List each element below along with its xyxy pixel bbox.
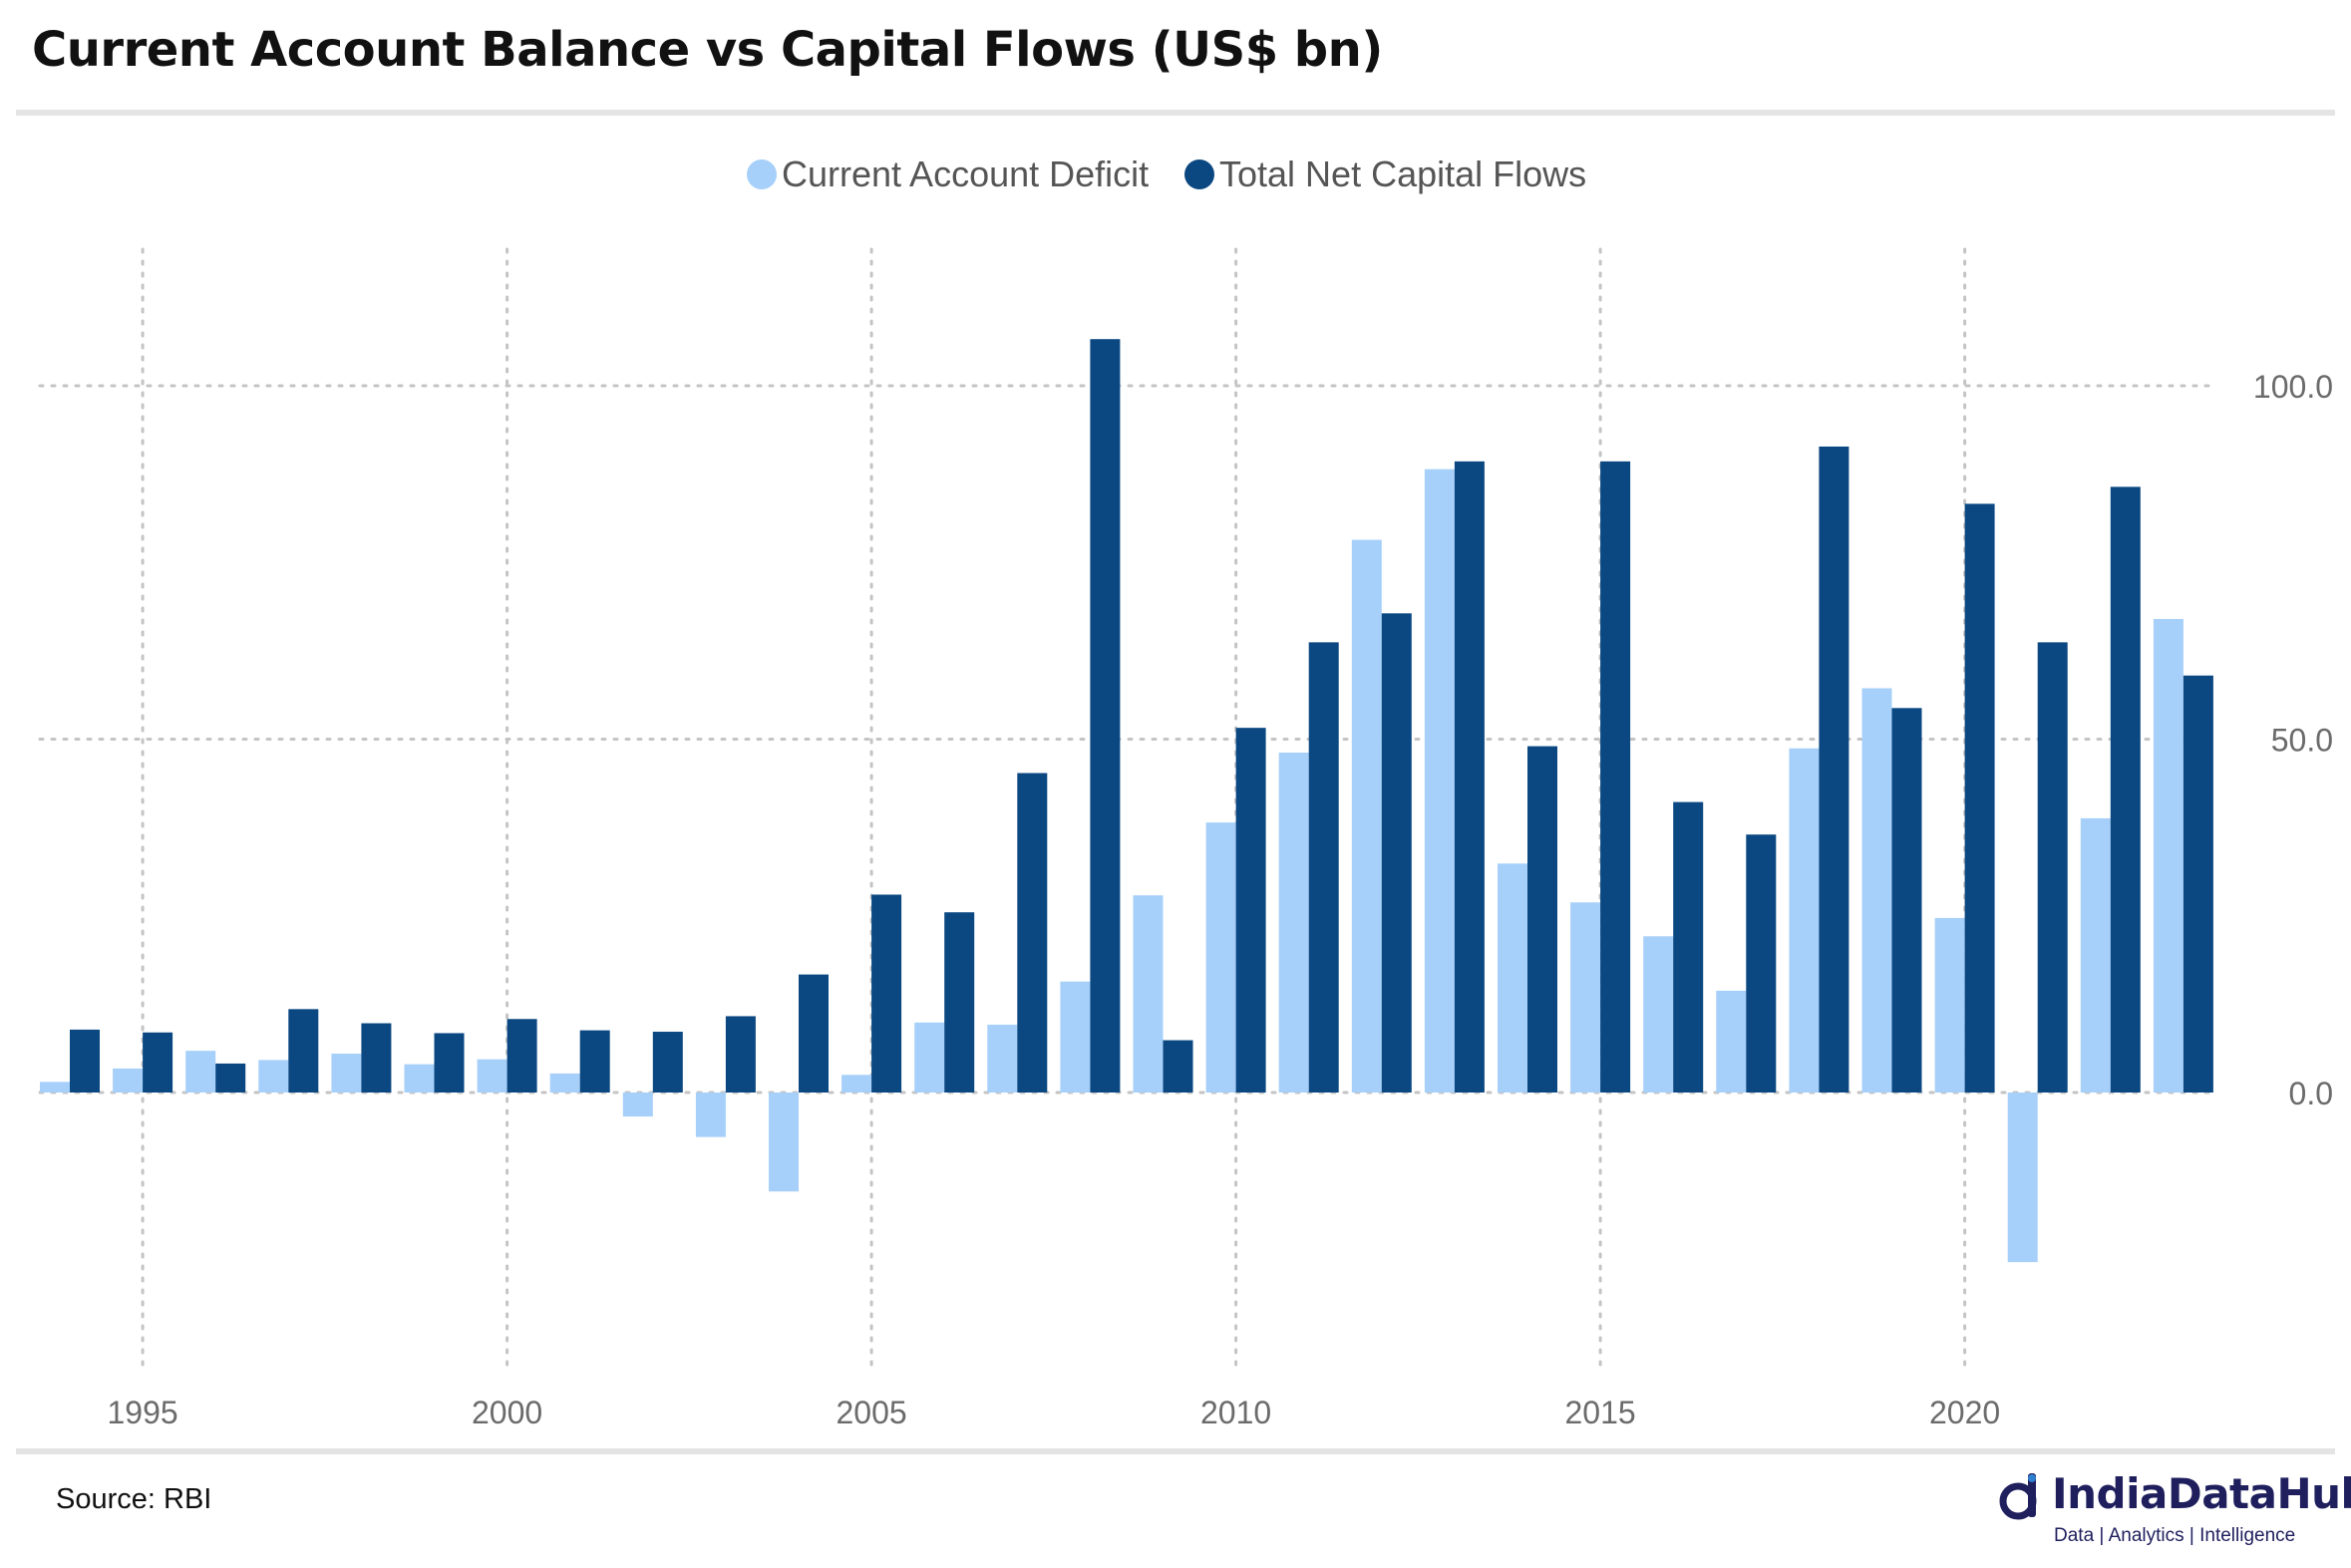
bar-current-account-deficit	[185, 1051, 216, 1093]
bar-total-net-capital-flows	[143, 1032, 173, 1093]
bar-total-net-capital-flows	[1163, 1040, 1193, 1093]
bar-current-account-deficit	[1205, 822, 1236, 1093]
axis-layer: 0.0 50.0 100.0 1995 2000 2005 2010 2015 2020	[108, 369, 2333, 1430]
bottom-divider	[16, 1448, 2335, 1454]
bar-total-net-capital-flows	[288, 1009, 319, 1093]
brand-tagline: Data | Analytics | Intelligence	[2054, 1525, 2296, 1546]
legend-marker-current-account-deficit	[747, 159, 777, 189]
bar-current-account-deficit	[1498, 863, 1527, 1093]
bar-current-account-deficit	[769, 1093, 799, 1192]
legend: Current Account Deficit Total Net Capital…	[747, 154, 1586, 194]
bar-total-net-capital-flows	[1891, 708, 1922, 1093]
y-tick-label: 100.0	[2253, 369, 2333, 405]
bar-total-net-capital-flows	[506, 1019, 537, 1093]
bar-total-net-capital-flows	[2037, 642, 2068, 1093]
x-tick-label: 2015	[1565, 1395, 1636, 1430]
bar-current-account-deficit	[331, 1054, 362, 1093]
bar-current-account-deficit	[477, 1059, 507, 1093]
bar-current-account-deficit	[914, 1022, 945, 1093]
bar-current-account-deficit	[549, 1073, 580, 1093]
bar-total-net-capital-flows	[2110, 486, 2141, 1094]
bar-total-net-capital-flows	[1235, 728, 1266, 1093]
x-tick-label: 1995	[108, 1395, 178, 1430]
bar-current-account-deficit	[1716, 990, 1747, 1093]
bar-total-net-capital-flows	[2183, 675, 2213, 1093]
bar-current-account-deficit	[1060, 981, 1091, 1093]
bar-current-account-deficit	[404, 1064, 435, 1093]
bar-total-net-capital-flows	[1600, 461, 1631, 1093]
bar-current-account-deficit	[2080, 817, 2111, 1093]
bar-current-account-deficit	[2153, 618, 2183, 1093]
bar-total-net-capital-flows	[1746, 834, 1777, 1093]
bar-total-net-capital-flows	[1308, 642, 1339, 1093]
bar-total-net-capital-flows	[1527, 746, 1557, 1093]
bar-total-net-capital-flows	[1819, 446, 1849, 1093]
x-tick-label: 2005	[837, 1395, 907, 1430]
chart-title: Current Account Balance vs Capital Flows…	[32, 22, 1383, 78]
bar-total-net-capital-flows	[871, 894, 902, 1093]
bar-chart: 0.0 50.0 100.0 1995 2000 2005 2010 2015 2020 Cur…	[38, 154, 2333, 1430]
bar-current-account-deficit	[113, 1068, 144, 1093]
bar-total-net-capital-flows	[1090, 339, 1121, 1093]
bar-current-account-deficit	[1789, 748, 1820, 1093]
bar-current-account-deficit	[1351, 539, 1382, 1093]
bar-current-account-deficit	[622, 1093, 653, 1117]
legend-label-total-net-capital-flows: Total Net Capital Flows	[1219, 154, 1586, 194]
legend-marker-total-net-capital-flows	[1184, 159, 1214, 189]
top-divider	[16, 110, 2335, 116]
bar-total-net-capital-flows	[1454, 461, 1485, 1093]
bar-current-account-deficit	[1643, 936, 1674, 1093]
bar-total-net-capital-flows	[1964, 503, 1995, 1093]
bar-current-account-deficit	[1278, 752, 1309, 1093]
bar-total-net-capital-flows	[1381, 613, 1412, 1093]
brand-name: IndiaDataHub	[2052, 1469, 2351, 1518]
bar-current-account-deficit	[841, 1075, 872, 1093]
bar-current-account-deficit	[1133, 895, 1164, 1093]
bar-total-net-capital-flows	[652, 1032, 683, 1093]
bar-current-account-deficit	[987, 1024, 1018, 1093]
bar-total-net-capital-flows	[70, 1029, 100, 1093]
bar-current-account-deficit	[1861, 688, 1892, 1093]
y-tick-label: 0.0	[2289, 1076, 2333, 1111]
bar-total-net-capital-flows	[725, 1016, 756, 1093]
source-note: Source: RBI	[56, 1483, 212, 1515]
x-tick-label: 2000	[472, 1395, 542, 1430]
bar-total-net-capital-flows	[434, 1033, 465, 1093]
brand-logo: IndiaDataHub Data | Analytics | Intellig…	[1998, 1469, 2351, 1559]
y-tick-label: 50.0	[2271, 723, 2333, 759]
bar-total-net-capital-flows	[799, 974, 829, 1093]
bar-layer	[40, 339, 2213, 1263]
bar-current-account-deficit	[1934, 917, 1965, 1093]
brand-mark-icon	[1999, 1473, 2037, 1520]
bar-current-account-deficit	[1424, 469, 1455, 1093]
bar-total-net-capital-flows	[215, 1063, 246, 1093]
bar-total-net-capital-flows	[1673, 801, 1704, 1093]
bar-total-net-capital-flows	[944, 912, 975, 1093]
bar-total-net-capital-flows	[1017, 773, 1048, 1093]
bar-total-net-capital-flows	[361, 1023, 392, 1093]
legend-label-current-account-deficit: Current Account Deficit	[782, 154, 1149, 194]
bar-current-account-deficit	[695, 1093, 726, 1137]
x-tick-label: 2020	[1929, 1395, 2000, 1430]
bar-total-net-capital-flows	[579, 1030, 610, 1093]
bar-current-account-deficit	[1570, 902, 1601, 1093]
bar-current-account-deficit	[2007, 1093, 2038, 1263]
bar-current-account-deficit	[40, 1082, 70, 1093]
x-tick-label: 2010	[1200, 1395, 1271, 1430]
bar-current-account-deficit	[258, 1060, 289, 1093]
